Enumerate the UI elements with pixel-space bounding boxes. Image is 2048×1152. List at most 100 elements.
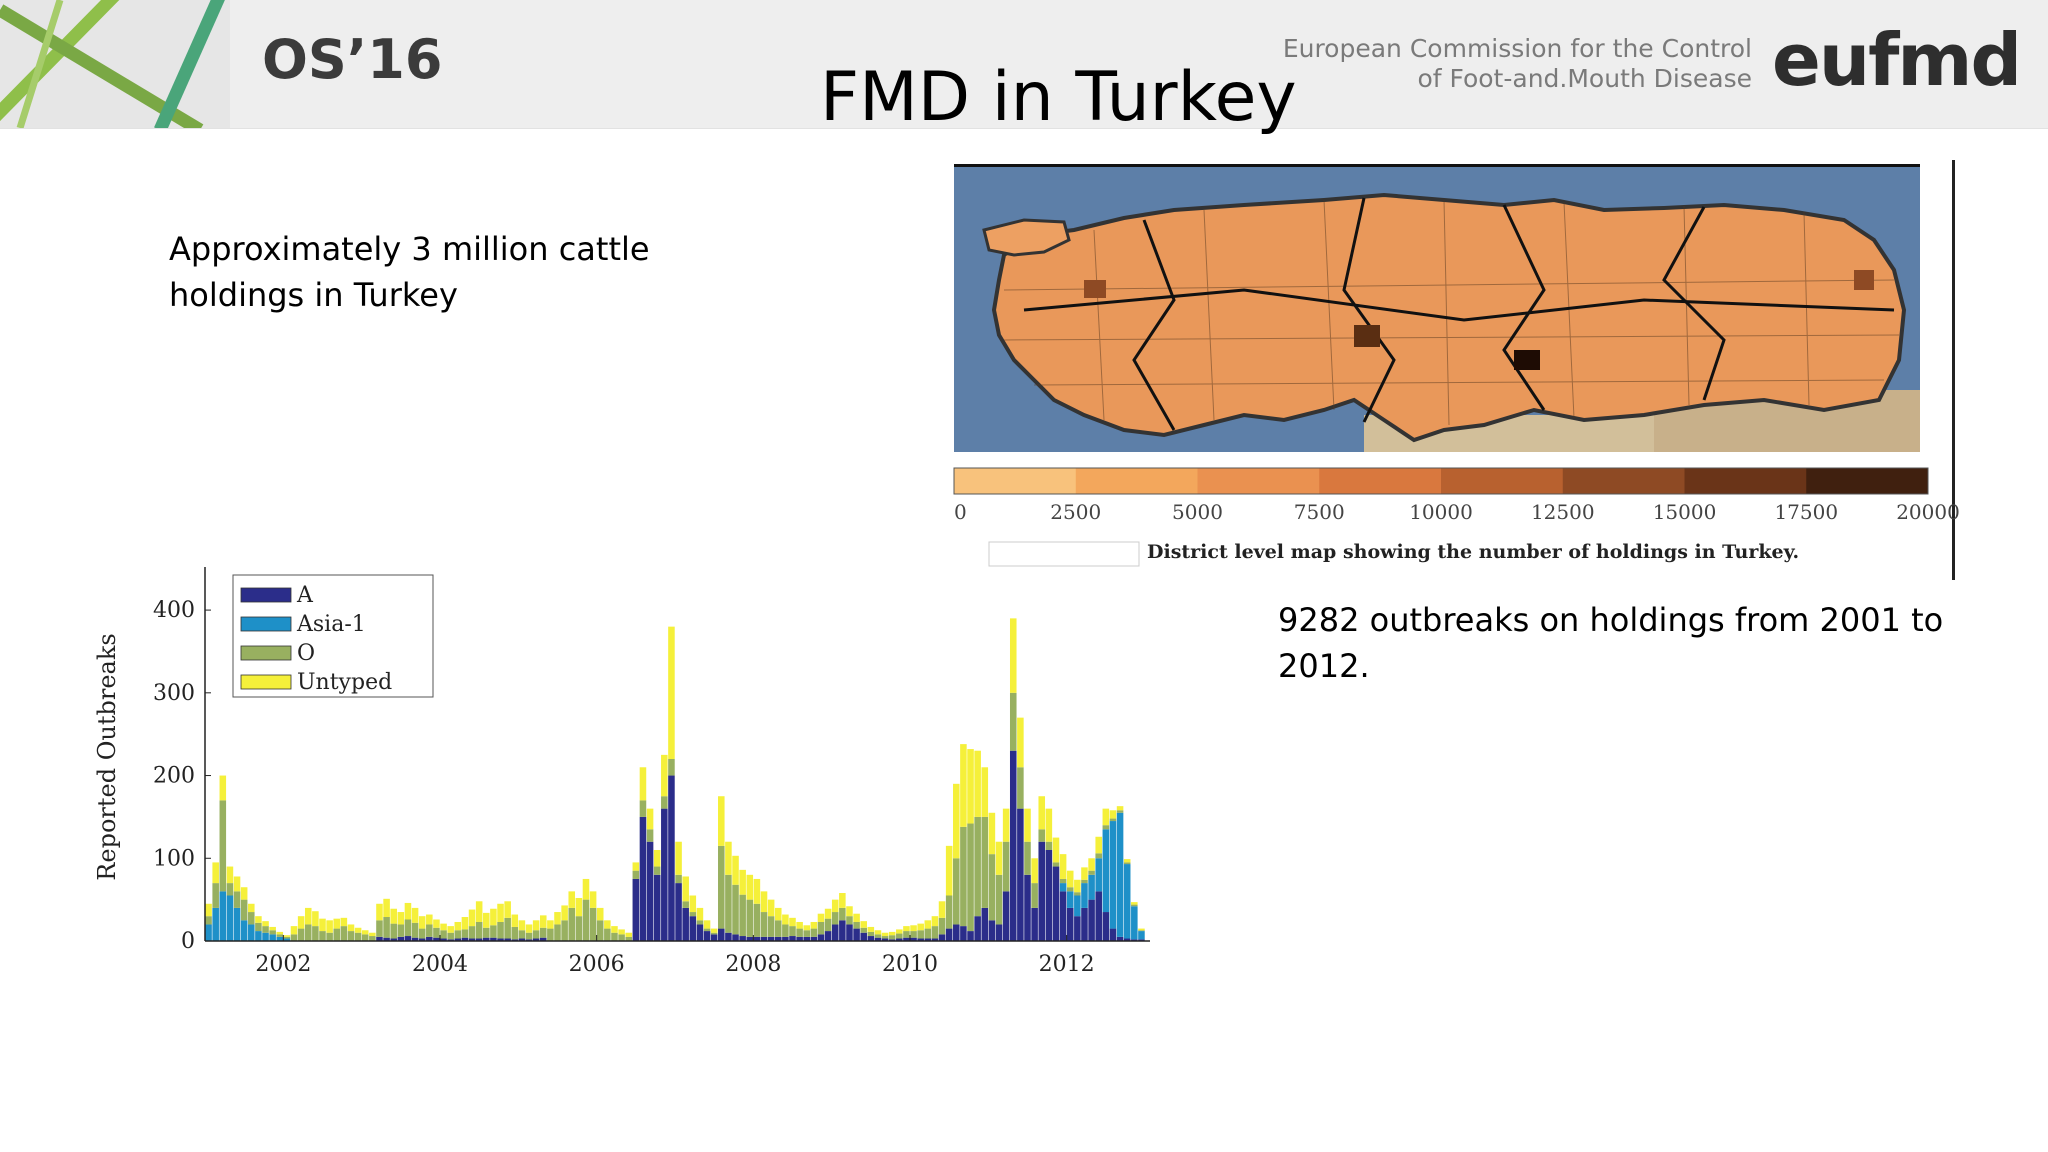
bar-segment-untyped [931,916,939,927]
bar-segment-untyped [1052,837,1060,863]
bar-segment-o [618,934,625,941]
bar-segment-untyped [361,930,369,935]
bar-segment-a [888,939,896,941]
bar-segment-o [1123,862,1131,865]
bar-segment-untyped [1031,858,1038,884]
bar-segment-a [1116,936,1124,941]
bar-segment-o [611,932,618,941]
bar-segment-a [483,937,490,941]
bar-segment-o [304,924,312,941]
bar-segment-untyped [839,893,846,908]
bar-segment-untyped [1017,717,1024,768]
bar-segment-a [960,926,967,941]
bar-segment-untyped [547,920,554,929]
district-dark-4 [1854,270,1874,290]
bar-segment-o [661,796,668,809]
bar-segment-a [1017,808,1024,941]
bar-segment-a [490,937,497,941]
org-name-line2: of Foot-and.Mouth Disease [1417,64,1752,93]
bar-segment-o [532,930,540,939]
bar-segment-a [917,938,924,941]
bar-segment-untyped [874,930,882,935]
bar-segment-o [333,928,341,941]
bar-segment-a [718,928,725,941]
bar-segment-o [490,925,497,938]
bar-segment-o [504,917,511,939]
colorbar-segment [1806,468,1929,494]
bar-segment-asia-1 [269,934,276,941]
colorbar-tick-label: 7500 [1294,500,1345,524]
bar-segment-a [1095,891,1102,941]
bar-segment-o [689,912,697,917]
y-tick-label: 300 [153,681,195,706]
colorbar-tick-label: 2500 [1050,500,1101,524]
bar-segment-o [831,912,839,925]
bar-segment-a [910,937,917,941]
colorbar-segment [1075,468,1198,494]
bar-segment-a [1109,928,1117,941]
bar-segment-o [732,884,739,935]
bar-segment-untyped [1059,854,1067,879]
bar-segment-o [646,829,654,842]
legend-label: A [296,583,314,608]
bar-segment-o [248,912,255,925]
bar-segment-a [1088,899,1095,941]
bar-segment-o [475,921,483,939]
bar-segment-untyped [568,891,576,908]
bar-segment-untyped [276,931,284,935]
bar-segment-o [454,930,462,939]
bar-segment-o [782,924,789,937]
bar-segment-a [839,920,846,941]
bar-segment-untyped [917,923,924,931]
bar-segment-untyped [283,935,291,937]
colorbar-segment [1684,468,1807,494]
bar-segment-untyped [618,929,625,935]
bar-segment-a [689,916,697,941]
outbreaks-text: 9282 outbreaks on holdings from 2001 to … [1278,597,1943,689]
bar-segment-untyped [212,862,219,884]
bar-segment-o [369,936,376,941]
bar-segment-a [846,924,853,941]
bar-segment-asia-1 [1088,874,1095,900]
bar-segment-o [625,936,632,941]
bar-segment-untyped [205,903,212,917]
bar-segment-asia-1 [1081,883,1088,908]
colorbar-tick-label: 0 [954,500,967,524]
bar-segment-untyped [938,901,946,918]
bar-segment-untyped [668,626,675,759]
bar-segment-untyped [1109,810,1117,819]
slide-header: OS’16 FMD in Turkey European Commission … [0,0,2048,137]
bar-segment-o [824,918,832,932]
bar-segment-o [760,912,768,937]
bar-segment-untyped [326,920,333,933]
bar-segment-o [233,891,241,908]
bar-segment-a [653,874,661,941]
bar-segment-a [646,841,654,941]
bar-segment-asia-1 [233,907,241,941]
bar-segment-a [639,816,647,941]
bar-segment-a [1024,874,1031,941]
bar-segment-o [1095,853,1102,859]
bar-segment-o [461,929,469,938]
bar-segment-o [376,920,383,937]
bar-segment-o [290,934,298,941]
bar-segment-o [853,921,860,929]
bar-segment-a [539,937,547,941]
axes-group: 0 100 200 300 400 2002 2004 2006 2008 2010 2012 [153,567,1150,977]
bar-segment-untyped [390,908,397,924]
bar-segment-o [995,874,1003,925]
bar-segment-a [739,936,746,941]
bar-segment-o [839,907,846,921]
bar-segment-o [710,932,718,935]
bar-segment-untyped [803,925,811,931]
bar-segment-o [205,916,212,925]
bar-segment-o [212,883,219,908]
bar-segment-o [397,924,405,937]
bar-segment-untyped [418,916,426,929]
bar-segment-o [639,800,647,817]
bar-segment-o [418,928,426,939]
bar-segment-asia-1 [1066,891,1074,908]
bar-segment-o [561,920,568,941]
colorbar-ticks: 0 2500 5000 7500 10000 12500 15000 17500 20000 [954,500,1960,524]
bar-segment-untyped [340,917,348,927]
